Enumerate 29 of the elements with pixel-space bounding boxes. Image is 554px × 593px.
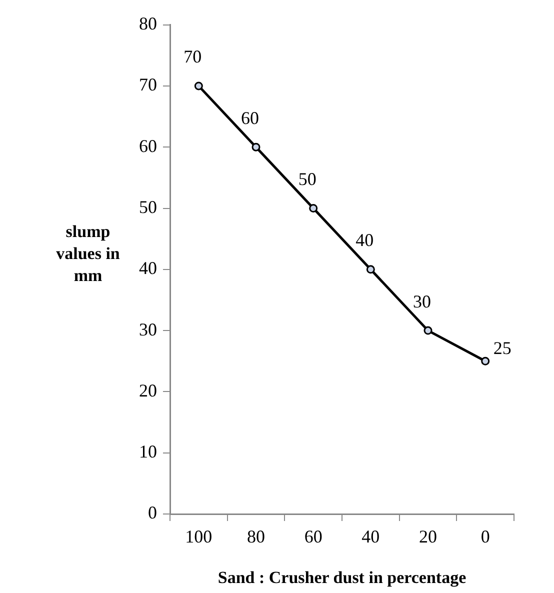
y-tick-label: 50 bbox=[139, 196, 157, 217]
point bbox=[252, 142, 260, 152]
point bbox=[366, 265, 375, 274]
data-label: 50 bbox=[298, 168, 316, 189]
y-axis-title: slump values in mm bbox=[56, 222, 120, 285]
point bbox=[309, 204, 318, 212]
data-label: 70 bbox=[184, 46, 202, 67]
x-tick-label: 60 bbox=[304, 526, 322, 547]
data-label: 25 bbox=[493, 338, 512, 358]
x-tick-label: 40 bbox=[362, 526, 380, 547]
x-tick-label: 0 bbox=[480, 526, 490, 547]
y-tick-label: 10 bbox=[139, 442, 157, 462]
point bbox=[424, 326, 432, 335]
point bbox=[481, 356, 490, 366]
point bbox=[194, 82, 203, 90]
data-label: 40 bbox=[356, 230, 374, 250]
y-tick-label: 80 bbox=[139, 14, 157, 34]
x-tick-label: 80 bbox=[247, 526, 265, 547]
y-tick-label: 60 bbox=[139, 136, 157, 156]
y-tick-label: 0 bbox=[148, 502, 157, 523]
data-label: 60 bbox=[241, 108, 259, 128]
y-tick-label: 70 bbox=[139, 74, 157, 95]
y-tick-label: 30 bbox=[139, 319, 157, 340]
data-label: 30 bbox=[413, 291, 431, 312]
x-axis-title: Sand : Crusher dust in percentage bbox=[218, 568, 467, 588]
x-tick-label: 20 bbox=[419, 526, 437, 547]
y-tick-label: 20 bbox=[139, 380, 157, 400]
y-tick-label: 40 bbox=[139, 258, 157, 278]
x-tick-label: 100 bbox=[185, 526, 212, 547]
